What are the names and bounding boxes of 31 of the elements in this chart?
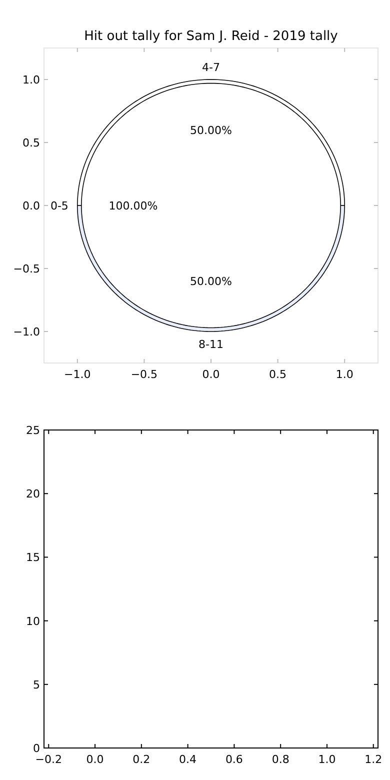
x-tick-label: 0.0 (86, 753, 104, 766)
x-tick-label: 0.4 (179, 753, 197, 766)
x-tick-label: −1.0 (64, 368, 91, 381)
x-tick-label: 0.5 (269, 368, 287, 381)
x-tick-label: −0.5 (130, 368, 158, 381)
y-tick-label: 10 (26, 614, 40, 628)
y-tick-label: 0 (33, 742, 40, 755)
x-tick-label: 1.0 (336, 368, 354, 381)
y-tick-label: 15 (26, 551, 40, 564)
x-tick-label: 0.6 (225, 753, 243, 766)
y-tick-label: −0.5 (13, 262, 40, 276)
y-tick-label: 20 (26, 488, 40, 501)
slice-label: 8-11 (198, 338, 224, 352)
y-tick-label: 0.5 (22, 136, 40, 150)
y-tick-label: 5 (33, 678, 40, 692)
x-tick-label: 0.2 (132, 753, 150, 766)
x-tick-label: 0.8 (272, 753, 290, 766)
x-tick-label: −0.2 (35, 753, 62, 766)
x-tick-label: 0.0 (202, 368, 220, 381)
y-tick-label: −1.0 (13, 326, 40, 338)
chart-title: Hit out tally for Sam J. Reid - 2019 tally (84, 29, 338, 44)
y-tick-label: 0.0 (22, 200, 40, 212)
data-label: 100.00% (108, 200, 158, 212)
data-label: 50.00% (190, 124, 232, 137)
x-tick-label: 1.2 (364, 753, 382, 766)
slice-label: 0-5 (50, 200, 68, 212)
data-label: 50.00% (190, 275, 232, 288)
x-tick-label: 1.0 (318, 753, 336, 766)
y-tick-label: 25 (26, 424, 40, 437)
y-tick-label: 1.0 (22, 74, 40, 86)
slice-label: 4-7 (202, 60, 220, 74)
